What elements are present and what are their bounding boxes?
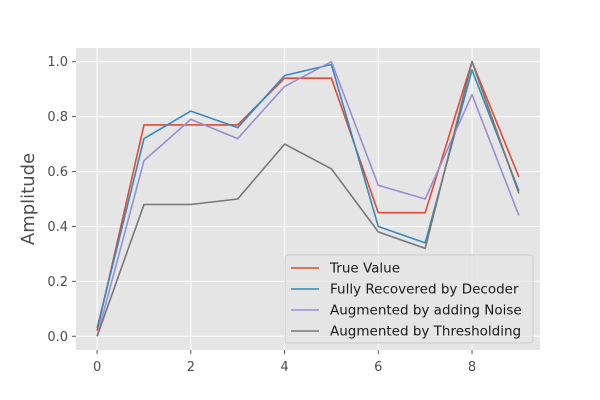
x-tick-label: 6 [374,360,382,375]
y-tick-label: 1.0 [47,55,68,70]
axis-ticks: 0 2 4 6 8 0.0 0.2 0.4 0.6 0.8 1.0 [47,55,476,375]
legend-box [284,254,534,344]
series-lines [96,60,520,337]
legend-label: Augmented by Thresholding [330,324,521,340]
x-tick-label: 8 [468,360,476,375]
y-tick-label: 0.6 [47,165,68,180]
x-tick-label: 2 [187,360,195,375]
y-tick-label: 0.4 [47,220,68,235]
y-axis-label: Amplitude [18,153,39,245]
legend-label: Augmented by adding Noise [330,303,522,319]
y-tick-label: 0.0 [47,330,68,345]
y-tick-label: 0.8 [47,110,68,125]
legend-label: Fully Recovered by Decoder [330,282,519,298]
series-line [96,60,520,337]
y-tick-label: 0.2 [47,275,68,290]
legend: True Value Fully Recovered by Decoder Augm… [284,254,534,344]
x-tick-label: 4 [280,360,288,375]
legend-label: True Value [329,261,400,277]
x-tick-label: 0 [93,360,101,375]
series-line [96,60,520,337]
